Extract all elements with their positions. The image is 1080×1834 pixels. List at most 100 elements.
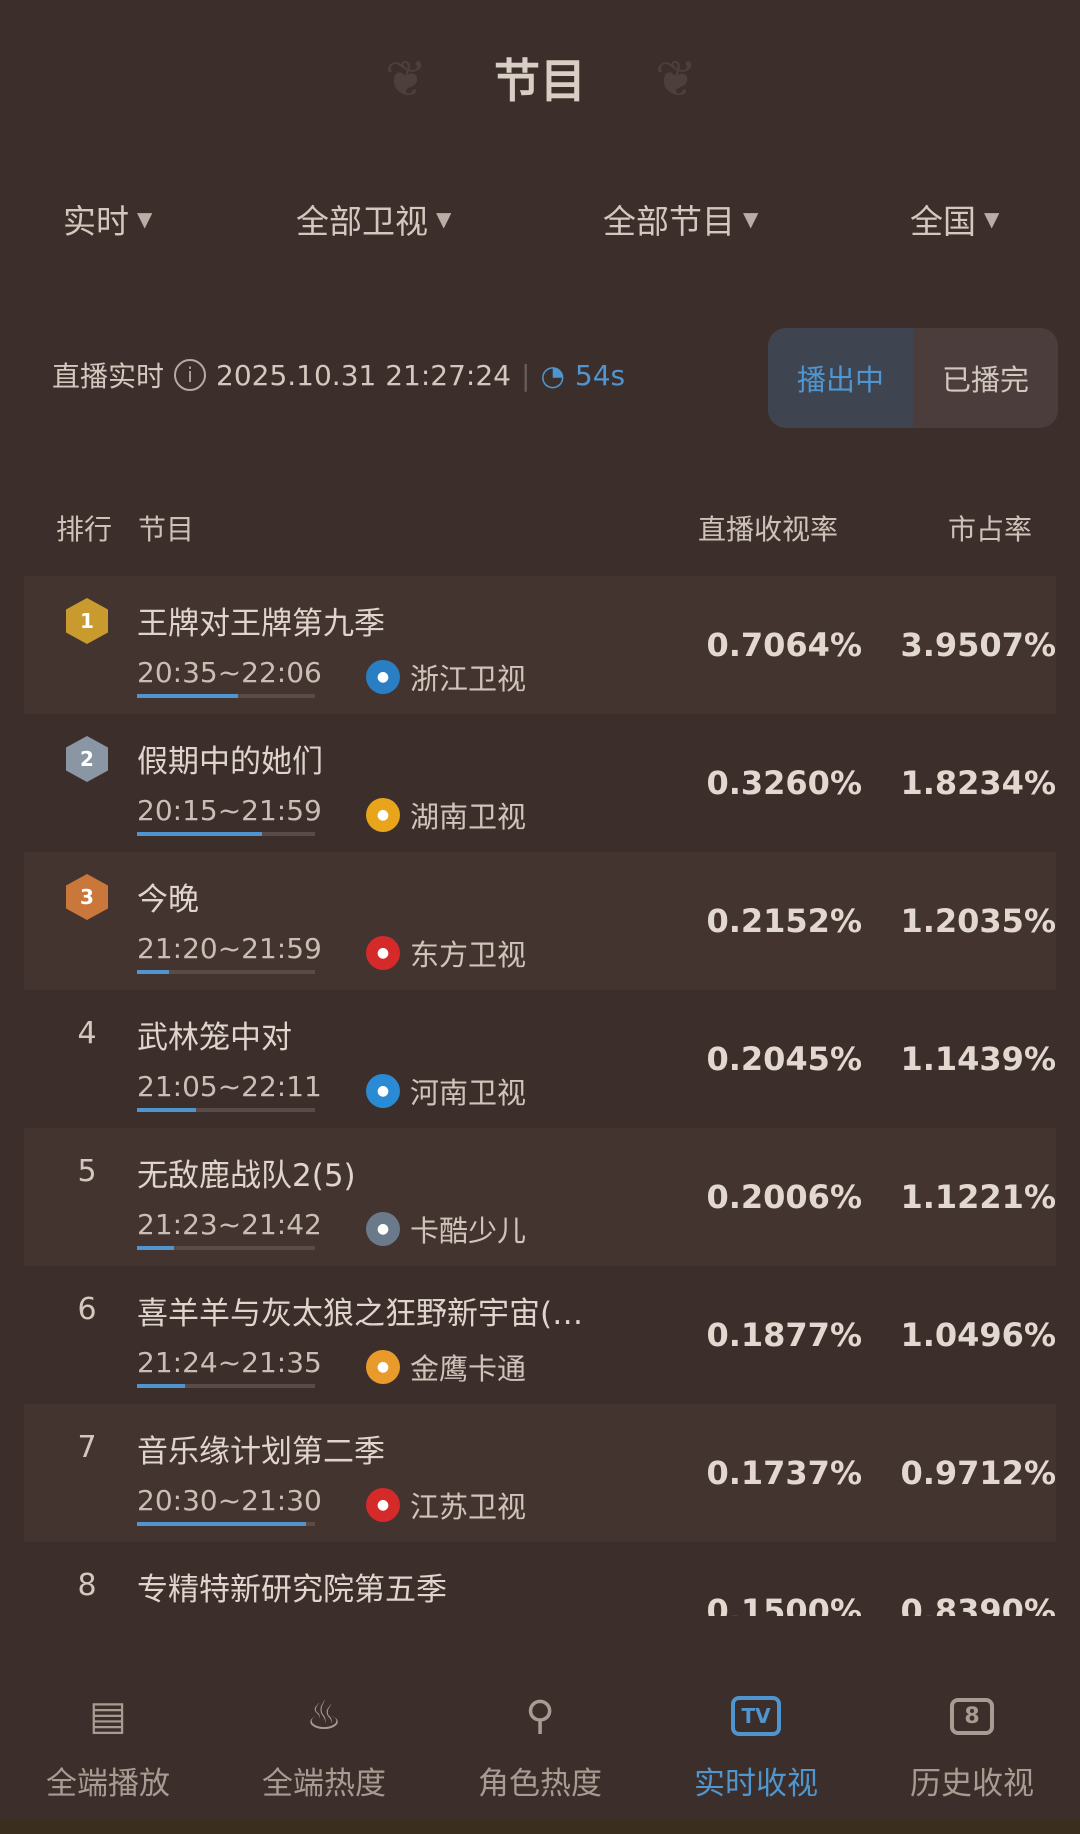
broadcast-toggle: 播出中 已播完 [768, 328, 1058, 428]
program-time: 21:20~21:59 [137, 932, 322, 965]
table-row[interactable]: 6 喜羊羊与灰太狼之狂野新宇宙(… 21:24~21:35 ● 金鹰卡通 0.18… [24, 1266, 1056, 1404]
progress-bar [137, 1522, 315, 1526]
market-share: 1.2035% [900, 902, 1056, 940]
program-time: 20:30~21:30 [137, 1484, 322, 1517]
rank-number: 7 [77, 1430, 97, 1465]
filter-label: 全国 [910, 202, 976, 241]
table-row[interactable]: 1 王牌对王牌第九季 20:35~22:06 ● 浙江卫视 0.7064% 3.9… [24, 576, 1056, 714]
header-rank: 排行 [56, 513, 113, 546]
channel-name: 卡酷少儿 [410, 1214, 527, 1248]
nav-all-heat[interactable]: ♨ 全端热度 [216, 1660, 432, 1820]
tab-airing[interactable]: 播出中 [768, 328, 913, 428]
program-name: 音乐缘计划第二季 [137, 1434, 385, 1470]
live-rating: 0.2152% [706, 902, 862, 940]
nav-realtime-ratings[interactable]: TV 实时收视 [648, 1660, 864, 1820]
progress-fill [137, 1246, 175, 1250]
refresh-clock-icon[interactable]: ◔ [540, 358, 565, 392]
channel-logo-icon: ● [366, 798, 400, 832]
laurel-left-icon: ❦ [385, 50, 427, 108]
progress-fill [137, 1384, 186, 1388]
channel-logo-icon: ● [366, 1350, 400, 1384]
filter-label: 全部节目 [603, 202, 735, 241]
table-row[interactable]: 5 无敌鹿战队2(5) 21:23~21:42 ● 卡酷少儿 0.2006% 1.… [24, 1128, 1056, 1266]
program-time: 21:23~21:42 [137, 1208, 322, 1241]
rank-number: 8 [77, 1568, 97, 1603]
live-rating: 0.1877% [706, 1316, 862, 1354]
program-time: 20:35~22:06 [137, 656, 322, 689]
progress-fill [137, 970, 170, 974]
channel-logo-icon: ● [366, 1212, 400, 1246]
rank-medal-icon: 3 [66, 874, 108, 920]
status-datetime: 2025.10.31 21:27:24 [216, 358, 511, 392]
rank-medal-icon: 1 [66, 598, 108, 644]
tv-icon: TV [728, 1688, 784, 1744]
progress-bar [137, 1384, 315, 1388]
person-icon: ⚲ [525, 1693, 555, 1739]
refresh-countdown: 54s [574, 358, 626, 392]
market-share: 1.0496% [900, 1316, 1056, 1354]
filter-region[interactable]: 全国 ▼ [910, 195, 999, 243]
nav-label: 全端播放 [46, 1766, 170, 1802]
table-row[interactable]: 2 假期中的她们 20:15~21:59 ● 湖南卫视 0.3260% 1.823… [24, 714, 1056, 852]
progress-fill [137, 694, 239, 698]
nav-history-ratings[interactable]: 8 历史收视 [864, 1660, 1080, 1820]
channel-name: 江苏卫视 [410, 1490, 527, 1524]
filter-bar: 实时 ▼ 全部卫视 ▼ 全部节目 ▼ 全国 ▼ [0, 195, 1080, 245]
filter-label: 全部卫视 [296, 202, 428, 241]
program-name: 喜羊羊与灰太狼之狂野新宇宙(… [137, 1296, 584, 1332]
market-share: 0.9712% [900, 1454, 1056, 1492]
program-name: 王牌对王牌第九季 [137, 606, 385, 642]
info-icon[interactable]: i [174, 359, 207, 391]
market-share: 1.1221% [900, 1178, 1056, 1216]
live-rating: 0.3260% [706, 764, 862, 802]
channel-name: 湖南卫视 [410, 800, 527, 834]
dropdown-triangle-icon: ▼ [743, 207, 759, 231]
program-time: 20:15~21:59 [137, 794, 322, 827]
header-rating[interactable]: 直播收视率 [697, 513, 838, 546]
table-row[interactable]: 7 音乐缘计划第二季 20:30~21:30 ● 江苏卫视 0.1737% 0.9… [24, 1404, 1056, 1542]
rank-medal-icon: 2 [66, 736, 108, 782]
market-share: 3.9507% [900, 626, 1056, 664]
table-row[interactable]: 4 武林笼中对 21:05~22:11 ● 河南卫视 0.2045% 1.1439… [24, 990, 1056, 1128]
market-share: 1.8234% [900, 764, 1056, 802]
channel-name: 东方卫视 [410, 938, 527, 972]
tablet-icon: ▤ [89, 1693, 127, 1739]
progress-bar [137, 832, 315, 836]
live-rating: 0.1500% [706, 1592, 862, 1616]
progress-fill [137, 832, 262, 836]
rank-number: 5 [77, 1154, 97, 1189]
live-rating: 0.2006% [706, 1178, 862, 1216]
progress-bar [137, 694, 315, 698]
channel-logo-icon: ● [366, 936, 400, 970]
nav-all-play[interactable]: ▤ 全端播放 [0, 1660, 216, 1820]
status-label: 直播实时 [52, 360, 165, 393]
progress-fill [137, 1108, 196, 1112]
header-share[interactable]: 市占率 [947, 513, 1032, 546]
market-share: 0.8390% [900, 1592, 1056, 1616]
laurel-right-icon: ❦ [655, 50, 697, 108]
program-name: 武林笼中对 [137, 1020, 292, 1056]
live-rating: 0.7064% [706, 626, 862, 664]
divider: | [521, 358, 531, 392]
live-rating: 0.2045% [706, 1040, 862, 1078]
filter-channel[interactable]: 全部卫视 ▼ [296, 195, 451, 243]
channel-logo-icon: ● [366, 1074, 400, 1108]
filter-program[interactable]: 全部节目 ▼ [603, 195, 758, 243]
rank-number: 4 [77, 1016, 97, 1051]
table-row[interactable]: 3 今晚 21:20~21:59 ● 东方卫视 0.2152% 1.2035% [24, 852, 1056, 990]
filter-label: 实时 [63, 202, 129, 241]
channel-name: 浙江卫视 [410, 662, 527, 696]
nav-role-heat[interactable]: ⚲ 角色热度 [432, 1660, 648, 1820]
filter-time[interactable]: 实时 ▼ [63, 195, 152, 243]
market-share: 1.1439% [900, 1040, 1056, 1078]
hourglass-tv-icon: 8 [944, 1688, 1000, 1744]
tab-aired[interactable]: 已播完 [941, 363, 1029, 397]
dropdown-triangle-icon: ▼ [137, 207, 153, 231]
channel-name: 金鹰卡通 [410, 1352, 527, 1386]
dropdown-triangle-icon: ▼ [436, 207, 452, 231]
header-program: 节目 [138, 513, 195, 546]
progress-bar [137, 1246, 315, 1250]
nav-label: 历史收视 [910, 1766, 1034, 1802]
bottom-edge [0, 1820, 1080, 1834]
